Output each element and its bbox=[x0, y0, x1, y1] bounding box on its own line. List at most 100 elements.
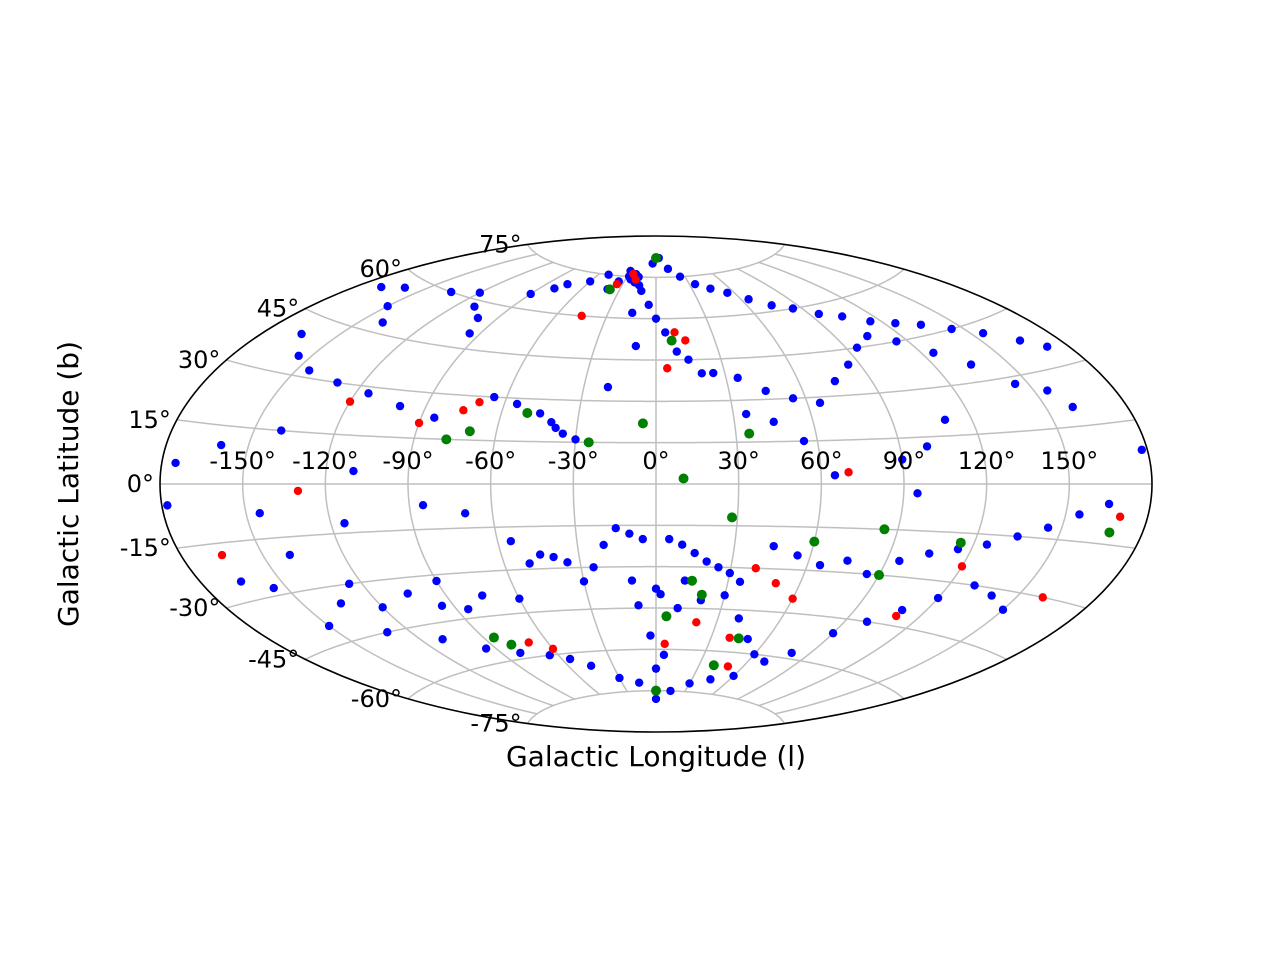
data-point bbox=[656, 590, 665, 599]
data-point bbox=[940, 415, 950, 424]
data-point bbox=[349, 466, 358, 476]
data-point bbox=[1013, 532, 1022, 541]
data-point bbox=[236, 577, 246, 586]
data-point bbox=[651, 664, 661, 673]
data-point bbox=[583, 437, 594, 448]
data-point bbox=[340, 519, 349, 528]
data-point bbox=[1038, 593, 1047, 602]
data-point bbox=[913, 489, 922, 498]
data-point bbox=[269, 583, 278, 593]
y-axis-label: Galactic Latitude (b) bbox=[52, 341, 85, 627]
data-point bbox=[793, 551, 802, 560]
data-point bbox=[163, 501, 172, 510]
data-point bbox=[665, 534, 674, 544]
data-point bbox=[862, 617, 872, 626]
data-point bbox=[506, 639, 517, 650]
data-point bbox=[547, 417, 556, 427]
data-point bbox=[634, 678, 644, 687]
data-point bbox=[571, 435, 580, 444]
data-point bbox=[862, 569, 872, 579]
data-point bbox=[522, 408, 533, 418]
data-point bbox=[524, 638, 533, 647]
data-point bbox=[364, 389, 373, 398]
data-point bbox=[324, 621, 334, 631]
grid-meridian bbox=[489, 272, 601, 696]
data-point bbox=[611, 524, 620, 533]
data-point bbox=[512, 399, 522, 409]
data-point bbox=[844, 360, 853, 369]
data-point bbox=[631, 275, 640, 284]
data-point bbox=[603, 382, 613, 392]
x-tick-label: 90° bbox=[883, 447, 926, 475]
data-point bbox=[697, 369, 707, 378]
x-tick-label: 30° bbox=[717, 447, 760, 475]
data-point bbox=[897, 605, 907, 615]
data-point bbox=[473, 313, 483, 323]
data-point bbox=[714, 563, 723, 572]
data-point bbox=[515, 594, 524, 603]
data-point bbox=[696, 589, 707, 600]
data-point bbox=[344, 579, 354, 589]
data-point bbox=[788, 304, 798, 313]
data-point bbox=[1075, 510, 1084, 519]
data-point bbox=[563, 558, 572, 567]
data-point bbox=[815, 560, 825, 570]
data-point bbox=[604, 284, 615, 295]
data-point bbox=[955, 537, 966, 548]
data-point bbox=[720, 591, 729, 600]
data-point bbox=[708, 660, 719, 671]
data-point bbox=[844, 468, 853, 477]
data-point bbox=[809, 536, 820, 547]
data-point bbox=[558, 429, 567, 438]
y-tick-label: 75° bbox=[479, 230, 522, 258]
data-point bbox=[217, 550, 227, 560]
data-point bbox=[725, 633, 734, 642]
data-point bbox=[644, 300, 653, 310]
data-point bbox=[660, 639, 669, 649]
data-point bbox=[675, 272, 685, 281]
data-point bbox=[687, 575, 698, 586]
data-point bbox=[612, 279, 622, 289]
data-point bbox=[966, 360, 976, 369]
data-point bbox=[771, 579, 780, 588]
data-point bbox=[285, 550, 295, 560]
data-point bbox=[586, 661, 596, 670]
data-point bbox=[733, 633, 744, 644]
data-point bbox=[526, 289, 535, 299]
data-point bbox=[634, 601, 643, 610]
data-point bbox=[464, 604, 473, 614]
data-point bbox=[677, 540, 687, 549]
data-point bbox=[663, 264, 673, 274]
grid-meridian bbox=[711, 272, 823, 696]
y-tick-label: 15° bbox=[128, 406, 171, 434]
y-tick-label: 30° bbox=[178, 346, 221, 374]
data-point bbox=[336, 599, 346, 608]
grid-meridian bbox=[572, 276, 628, 692]
data-point bbox=[892, 337, 901, 346]
data-point bbox=[550, 284, 559, 293]
y-tick-label: 60° bbox=[359, 255, 402, 283]
x-tick-label: -90° bbox=[382, 447, 433, 475]
data-point bbox=[565, 654, 575, 664]
data-point bbox=[672, 347, 681, 356]
data-point bbox=[637, 286, 646, 296]
data-point bbox=[680, 576, 690, 585]
data-point bbox=[378, 318, 387, 327]
data-point bbox=[706, 284, 715, 293]
data-point bbox=[666, 686, 675, 696]
data-point bbox=[892, 611, 901, 621]
data-point bbox=[535, 550, 545, 559]
data-point bbox=[345, 397, 355, 406]
data-point bbox=[383, 302, 392, 311]
data-point bbox=[659, 650, 669, 660]
data-point bbox=[579, 577, 589, 586]
x-tick-labels: -150° -120° -90° -60° -30° 0° 30° 60° 90° 120° 150… bbox=[209, 447, 1098, 475]
data-point bbox=[465, 329, 474, 338]
data-point bbox=[651, 694, 661, 704]
x-tick-label: -120° bbox=[292, 447, 358, 475]
data-point bbox=[475, 288, 485, 297]
grid-meridian bbox=[407, 268, 575, 700]
y-tick-label: -15° bbox=[120, 534, 171, 562]
data-point bbox=[464, 426, 475, 437]
